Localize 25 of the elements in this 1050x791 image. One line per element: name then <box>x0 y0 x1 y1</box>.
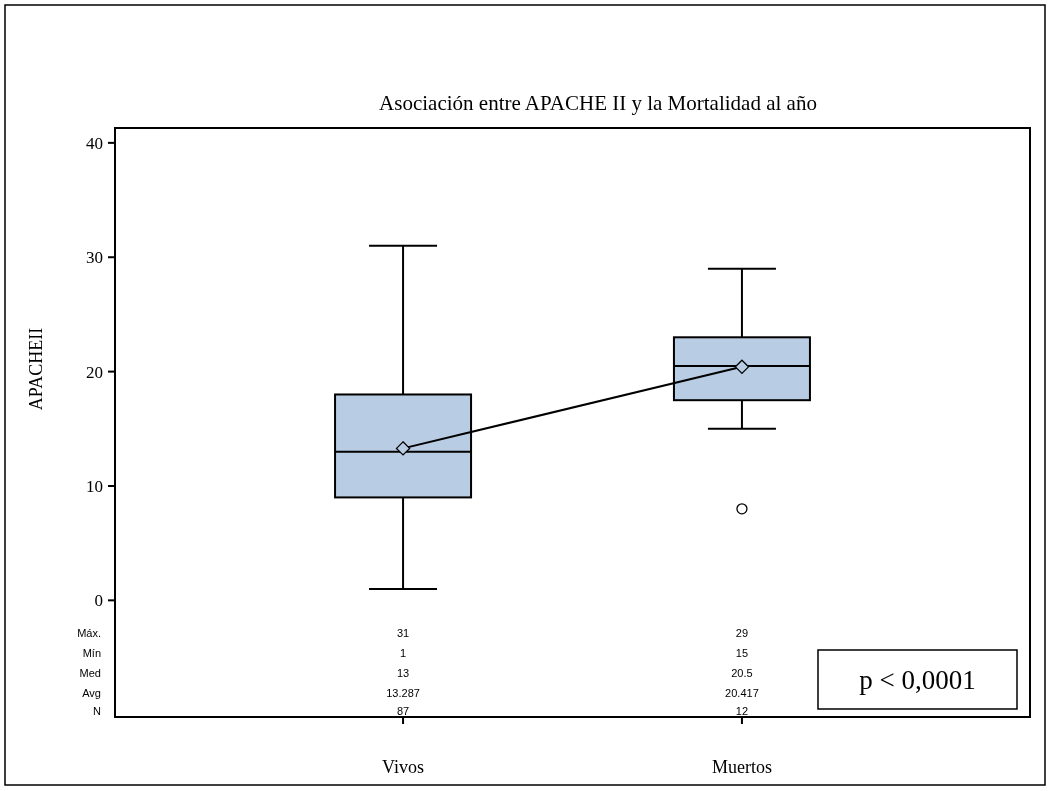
annotation: 20.5 <box>731 667 753 679</box>
annotation: 12 <box>735 705 749 717</box>
annotation: 31 <box>396 627 410 639</box>
text: Máx. <box>77 627 101 639</box>
text: N <box>93 705 102 717</box>
y-tick-label: 0 <box>94 591 103 611</box>
annotation: 29 <box>735 627 749 639</box>
y-axis-title: APACHEII <box>26 327 46 411</box>
y-tick-label: 40 <box>86 133 103 153</box>
annotation: 87 <box>396 705 410 717</box>
x-tick-label: Muertos <box>711 757 772 777</box>
chart-title: Asociación entre APACHE II y la Mortalidad al año <box>379 91 817 115</box>
text: Mín <box>82 647 101 659</box>
annotation: 1 <box>399 647 407 659</box>
annotation: 13.287 <box>386 687 420 699</box>
text: Avg <box>82 687 101 699</box>
annotation: 15 <box>735 647 749 659</box>
text: Med <box>79 667 101 679</box>
y-tick-label: 10 <box>86 476 103 496</box>
annotation: 13 <box>396 667 410 679</box>
y-tick-label: 20 <box>86 362 103 382</box>
annotation: 20.417 <box>725 687 759 699</box>
annotation: p < 0,0001 <box>859 665 976 695</box>
x-tick-label: Vivos <box>382 757 425 777</box>
y-tick-label: 30 <box>86 248 103 268</box>
